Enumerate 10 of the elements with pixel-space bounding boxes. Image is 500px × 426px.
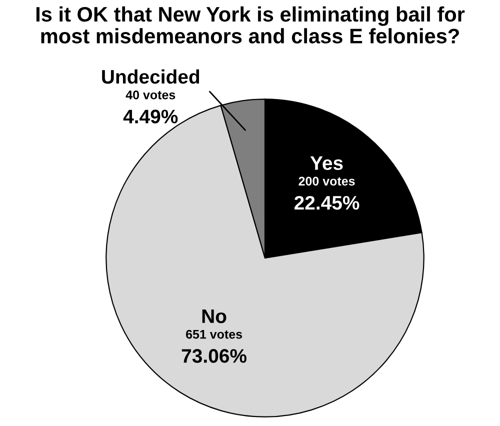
slice-label: Undecided (102, 69, 200, 84)
slice-label: No (202, 310, 226, 324)
data-label: 651 votes (186, 330, 242, 339)
slice-label: Yes (310, 156, 343, 170)
text: 73.06% (182, 349, 246, 363)
chart-title: Is it OK that New York is eliminating bail for most misdemeanors and class E felonies? (36, 6, 465, 44)
data-label: 40 votes (126, 90, 176, 100)
data-label: 200 votes (298, 176, 355, 186)
text: 22.45% (294, 196, 360, 210)
text: 4.49% (123, 110, 178, 124)
